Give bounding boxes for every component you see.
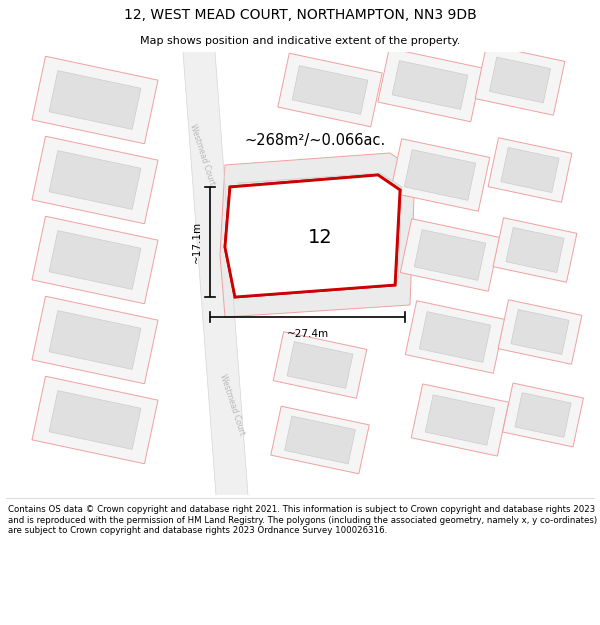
Polygon shape: [511, 309, 569, 354]
Polygon shape: [32, 296, 158, 384]
Text: Map shows position and indicative extent of the property.: Map shows position and indicative extent…: [140, 36, 460, 46]
Polygon shape: [501, 148, 559, 192]
Polygon shape: [400, 219, 500, 291]
Polygon shape: [490, 57, 551, 103]
Polygon shape: [392, 61, 468, 109]
Text: Contains OS data © Crown copyright and database right 2021. This information is : Contains OS data © Crown copyright and d…: [8, 506, 597, 535]
Polygon shape: [493, 217, 577, 282]
Polygon shape: [284, 416, 355, 464]
Polygon shape: [32, 216, 158, 304]
Polygon shape: [32, 376, 158, 464]
Polygon shape: [287, 342, 353, 388]
Polygon shape: [271, 406, 369, 474]
Polygon shape: [475, 45, 565, 115]
Polygon shape: [225, 175, 400, 297]
Polygon shape: [515, 392, 571, 438]
Polygon shape: [278, 53, 382, 127]
Text: 12: 12: [308, 228, 332, 246]
Text: ~17.1m: ~17.1m: [192, 221, 202, 263]
Text: 12, WEST MEAD COURT, NORTHAMPTON, NN3 9DB: 12, WEST MEAD COURT, NORTHAMPTON, NN3 9D…: [124, 8, 476, 21]
Polygon shape: [49, 311, 141, 369]
Polygon shape: [419, 312, 491, 362]
Polygon shape: [390, 139, 490, 211]
Polygon shape: [488, 138, 572, 202]
Text: Westmead Court: Westmead Court: [218, 373, 246, 437]
Polygon shape: [503, 383, 583, 447]
Polygon shape: [378, 48, 482, 122]
Polygon shape: [425, 395, 495, 445]
Polygon shape: [32, 56, 158, 144]
Text: ~268m²/~0.066ac.: ~268m²/~0.066ac.: [244, 132, 386, 148]
Polygon shape: [498, 300, 582, 364]
Polygon shape: [506, 228, 564, 272]
Polygon shape: [230, 173, 402, 290]
Polygon shape: [404, 149, 476, 201]
Polygon shape: [220, 153, 415, 317]
Text: Westmead Court: Westmead Court: [188, 123, 216, 187]
Text: ~27.4m: ~27.4m: [286, 329, 329, 339]
Polygon shape: [225, 175, 400, 297]
Polygon shape: [49, 71, 141, 129]
Polygon shape: [49, 151, 141, 209]
Polygon shape: [49, 231, 141, 289]
Polygon shape: [414, 229, 486, 281]
Polygon shape: [32, 136, 158, 224]
Polygon shape: [183, 52, 248, 495]
Polygon shape: [273, 332, 367, 398]
Polygon shape: [49, 391, 141, 449]
Polygon shape: [292, 66, 368, 114]
Polygon shape: [411, 384, 509, 456]
Polygon shape: [405, 301, 505, 373]
